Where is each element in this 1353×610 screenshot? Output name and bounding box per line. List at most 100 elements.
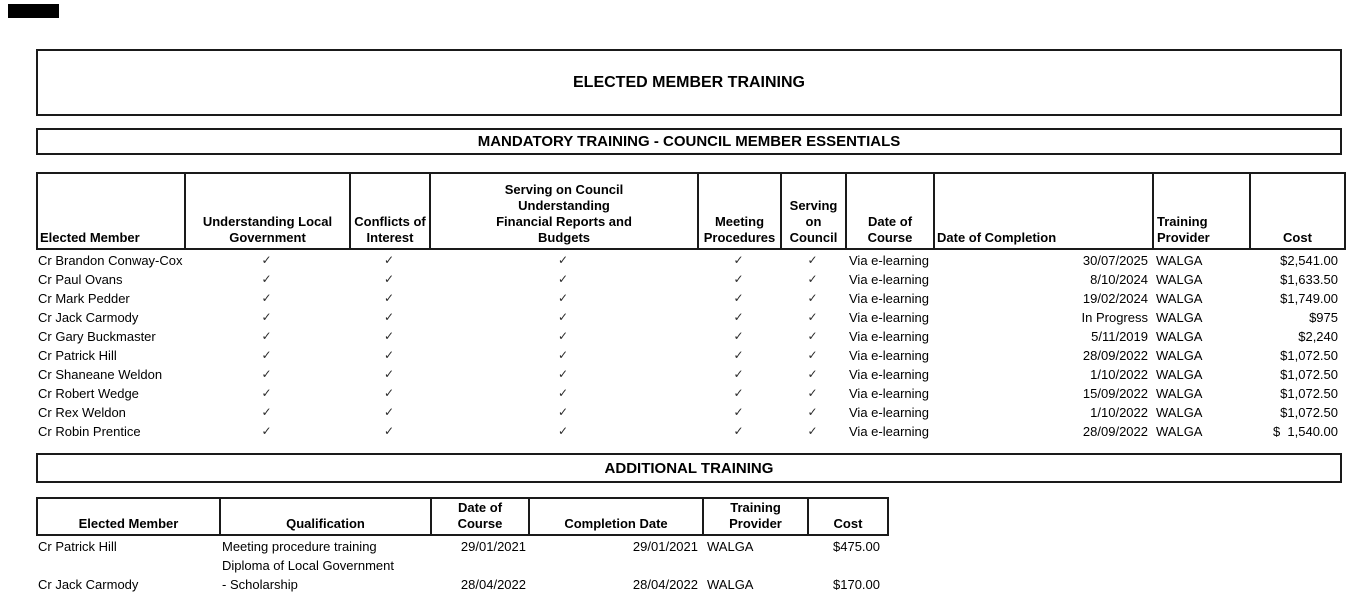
table-row: Cr Brandon Conway-Cox ✓ ✓ ✓ ✓ ✓ Via e-learning…	[36, 251, 1344, 270]
table-row: Cr Robert Wedge ✓ ✓ ✓ ✓ ✓ Via e-learning 15/09/…	[36, 384, 1344, 403]
checkmark-cell: ✓	[807, 367, 818, 381]
additional-table-header: Elected Member Qualification Date of Cours…	[36, 497, 889, 536]
table-row: Cr Patrick Hill Meeting procedure trainin…	[36, 537, 887, 556]
date-of-completion-cell: 1/10/2022	[1090, 405, 1148, 420]
page-title-box: ELECTED MEMBER TRAINING	[36, 49, 1342, 116]
checkmark-cell: ✓	[733, 310, 744, 324]
checkmark-cell: ✓	[261, 310, 272, 324]
mandatory-header-col-9: Cost	[1249, 172, 1346, 250]
mandatory-header-col-1: Understanding Local Government	[184, 172, 351, 250]
section-header-additional: ADDITIONAL TRAINING	[36, 453, 1342, 483]
checkmark-cell: ✓	[733, 367, 744, 381]
mandatory-table-header: Elected Member Understanding Local Govern…	[36, 172, 1346, 250]
checkmark-cell: ✓	[261, 253, 272, 267]
training-provider-cell: WALGA	[1156, 329, 1203, 344]
cost-cell: $1,749.00	[1280, 291, 1338, 306]
member-name-cell: Cr Robert Wedge	[38, 386, 139, 401]
checkmark-cell: ✓	[807, 405, 818, 419]
cost-cell: $1,072.50	[1280, 348, 1338, 363]
mandatory-header-col-5: Serving on Council	[780, 172, 847, 250]
date-of-completion-cell: 28/09/2022	[1082, 348, 1148, 363]
additional-header-col-2: Date of Course	[430, 497, 530, 536]
cost-cell: $1,633.50	[1280, 272, 1338, 287]
date-of-course-cell: Via e-learning	[849, 253, 929, 268]
training-provider-cell: WALGA	[707, 539, 754, 554]
checkmark-cell: ✓	[807, 424, 818, 438]
checkmark-cell: ✓	[733, 291, 744, 305]
checkmark-cell: ✓	[807, 348, 818, 362]
qualification-cell: Meeting procedure training	[222, 539, 377, 554]
qualification-cell: Diploma of Local Government - Scholarshi…	[222, 558, 394, 592]
section-header-mandatory: MANDATORY TRAINING - COUNCIL MEMBER ESSE…	[36, 128, 1342, 155]
section-title-additional: ADDITIONAL TRAINING	[604, 459, 774, 477]
checkmark-cell: ✓	[733, 253, 744, 267]
table-row: Cr Jack Carmody Diploma of Local Governme…	[36, 556, 887, 594]
checkmark-cell: ✓	[261, 367, 272, 381]
checkmark-cell: ✓	[383, 310, 395, 324]
date-of-course-cell: Via e-learning	[849, 291, 929, 306]
checkmark-cell: ✓	[383, 253, 395, 267]
member-name-cell: Cr Brandon Conway-Cox	[38, 253, 183, 268]
checkmark-cell: ✓	[557, 291, 569, 305]
date-of-completion-cell: 28/09/2022	[1082, 424, 1148, 439]
mandatory-header-col-3: Serving on Council Understanding Financi…	[429, 172, 699, 250]
date-of-completion-cell: In Progress	[1081, 310, 1148, 325]
date-of-course-cell: Via e-learning	[849, 329, 929, 344]
mandatory-header-col-4: Meeting Procedures	[697, 172, 782, 250]
member-name-cell: Cr Gary Buckmaster	[38, 329, 156, 344]
training-provider-cell: WALGA	[1156, 272, 1203, 287]
mandatory-header-col-8: Training Provider	[1152, 172, 1251, 250]
table-row: Cr Paul Ovans ✓ ✓ ✓ ✓ ✓ Via e-learning 8/10/202…	[36, 270, 1344, 289]
training-provider-cell: WALGA	[707, 577, 754, 592]
date-of-course-cell: 29/01/2021	[460, 539, 526, 554]
cost-cell: $2,541.00	[1280, 253, 1338, 268]
checkmark-cell: ✓	[261, 272, 272, 286]
checkmark-cell: ✓	[807, 310, 818, 324]
checkmark-cell: ✓	[557, 405, 569, 419]
table-row: Cr Shaneane Weldon ✓ ✓ ✓ ✓ ✓ Via e-learning 1/1…	[36, 365, 1344, 384]
checkmark-cell: ✓	[383, 329, 395, 343]
cost-cell: $ 1,540.00	[1272, 424, 1338, 439]
member-name-cell: Cr Shaneane Weldon	[38, 367, 163, 382]
cost-cell: $2,240	[1298, 329, 1338, 344]
checkmark-cell: ✓	[733, 348, 744, 362]
checkmark-cell: ✓	[733, 272, 744, 286]
date-of-course-cell: Via e-learning	[849, 272, 929, 287]
checkmark-cell: ✓	[557, 386, 569, 400]
section-title-mandatory: MANDATORY TRAINING - COUNCIL MEMBER ESSE…	[477, 133, 901, 150]
checkmark-cell: ✓	[557, 272, 569, 286]
checkmark-cell: ✓	[261, 424, 272, 438]
date-of-completion-cell: 1/10/2022	[1090, 367, 1148, 382]
additional-header-col-1: Qualification	[219, 497, 432, 536]
date-of-course-cell: Via e-learning	[849, 310, 929, 325]
member-name-cell: Cr Paul Ovans	[38, 272, 123, 287]
checkmark-cell: ✓	[557, 253, 569, 267]
checkmark-cell: ✓	[557, 329, 569, 343]
member-name-cell: Cr Mark Pedder	[38, 291, 130, 306]
table-row: Cr Patrick Hill ✓ ✓ ✓ ✓ ✓ Via e-learning 28/09/…	[36, 346, 1344, 365]
completion-date-cell: 28/04/2022	[632, 577, 698, 592]
checkmark-cell: ✓	[261, 329, 272, 343]
checkmark-cell: ✓	[383, 405, 395, 419]
date-of-course-cell: Via e-learning	[849, 386, 929, 401]
cost-cell: $975	[1309, 310, 1338, 325]
member-name-cell: Cr Jack Carmody	[38, 310, 139, 325]
checkmark-cell: ✓	[557, 424, 569, 438]
training-provider-cell: WALGA	[1156, 310, 1203, 325]
mandatory-table-body: Cr Brandon Conway-Cox ✓ ✓ ✓ ✓ ✓ Via e-learning…	[36, 251, 1344, 441]
member-name-cell: Cr Rex Weldon	[38, 405, 126, 420]
member-name-cell: Cr Patrick Hill	[38, 348, 117, 363]
additional-header-col-3: Completion Date	[528, 497, 704, 536]
redaction-bar	[8, 4, 59, 18]
table-row: Cr Mark Pedder ✓ ✓ ✓ ✓ ✓ Via e-learning 19/02/2…	[36, 289, 1344, 308]
cost-cell: $1,072.50	[1280, 405, 1338, 420]
date-of-course-cell: Via e-learning	[849, 367, 929, 382]
mandatory-header-col-0: Elected Member	[36, 172, 186, 250]
date-of-course-cell: Via e-learning	[849, 424, 929, 439]
checkmark-cell: ✓	[733, 424, 744, 438]
completion-date-cell: 29/01/2021	[632, 539, 698, 554]
page-title: ELECTED MEMBER TRAINING	[573, 73, 805, 91]
date-of-course-cell: Via e-learning	[849, 348, 929, 363]
date-of-course-cell: Via e-learning	[849, 405, 929, 420]
mandatory-header-col-7: Date of Completion	[933, 172, 1154, 250]
